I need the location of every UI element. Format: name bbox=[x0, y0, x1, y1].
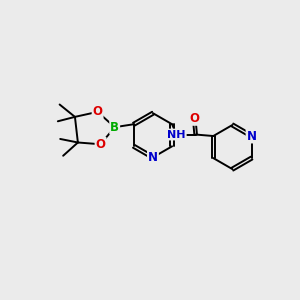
Text: B: B bbox=[110, 121, 119, 134]
Text: N: N bbox=[247, 130, 256, 142]
Text: O: O bbox=[93, 105, 103, 119]
Text: O: O bbox=[189, 112, 199, 125]
Text: N: N bbox=[148, 151, 158, 164]
Text: O: O bbox=[95, 138, 106, 151]
Text: NH: NH bbox=[167, 130, 186, 140]
